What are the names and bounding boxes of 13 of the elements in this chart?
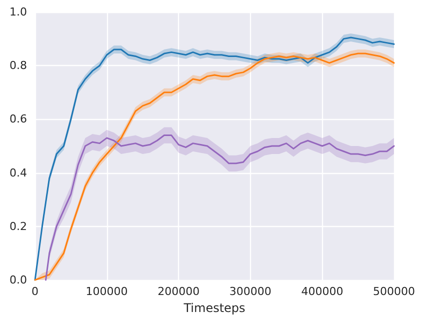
x-tick-label: 300000 — [229, 285, 272, 298]
y-tick-label: 0.0 — [10, 274, 27, 286]
y-tick-label: 0.8 — [10, 59, 27, 72]
x-tick-label: 400000 — [301, 285, 344, 298]
y-tick-label: 0.6 — [10, 112, 27, 126]
x-tick-label: 200000 — [158, 285, 200, 298]
x-axis-title: Timesteps — [182, 301, 246, 315]
y-tick-label: 0.2 — [10, 220, 27, 233]
y-tick-label: 0.4 — [10, 166, 27, 180]
x-tick-label: 100000 — [86, 285, 128, 298]
x-tick-label: 500000 — [373, 285, 415, 298]
x-tick-label: 0 — [32, 285, 38, 298]
y-tick-label: 1.0 — [10, 6, 27, 18]
